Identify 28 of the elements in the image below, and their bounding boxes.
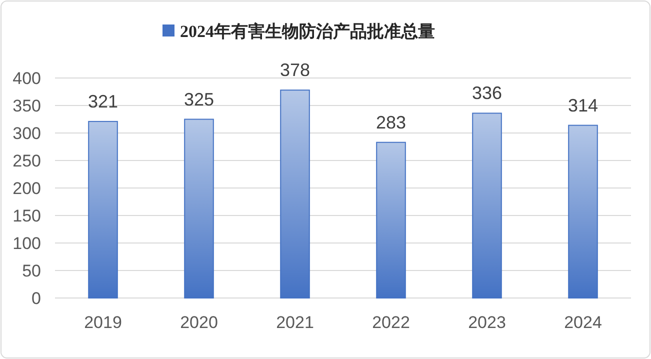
- y-tick-label: 350: [12, 96, 41, 116]
- data-label: 283: [376, 112, 406, 132]
- y-tick-label: 200: [12, 178, 41, 198]
- x-tick-label: 2019: [84, 313, 122, 332]
- y-tick-label: 100: [12, 234, 41, 253]
- y-tick-label: 250: [12, 151, 41, 170]
- x-tick-label: 2020: [180, 313, 218, 332]
- data-label: 378: [280, 60, 310, 80]
- y-tick-label: 400: [12, 68, 41, 88]
- bar: [184, 118, 214, 298]
- bar: [376, 142, 406, 298]
- x-tick-label: 2023: [468, 313, 506, 332]
- bar: [568, 124, 598, 298]
- x-tick-label: 2021: [276, 313, 314, 332]
- data-label: 336: [472, 83, 502, 104]
- x-tick-label: 2024: [564, 313, 602, 332]
- data-label: 314: [568, 95, 598, 116]
- y-tick-label: 150: [12, 206, 41, 226]
- x-tick-label: 2022: [372, 313, 410, 332]
- data-label: 325: [184, 89, 214, 110]
- y-tick-label: 0: [32, 288, 41, 308]
- data-label: 321: [88, 91, 118, 112]
- y-tick-label: 50: [22, 261, 41, 280]
- bar: [472, 112, 502, 298]
- legend-label: 2024年有害生物防治产品批准总量: [180, 22, 435, 41]
- bar: [280, 90, 310, 298]
- bar: [88, 120, 118, 298]
- y-tick-label: 300: [12, 124, 41, 143]
